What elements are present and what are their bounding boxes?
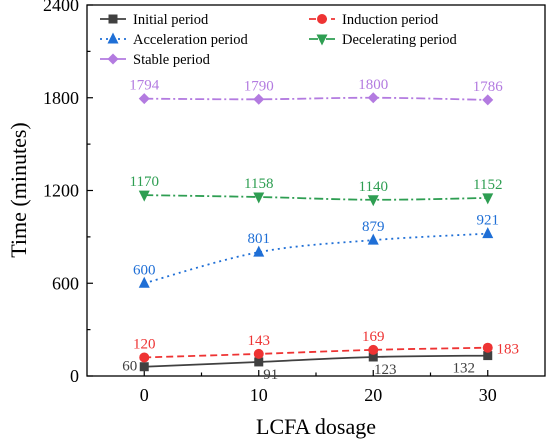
data-label: 1794 xyxy=(129,78,160,94)
series-acceleration-period: 600 801 879 921 xyxy=(133,213,499,288)
data-label: 1790 xyxy=(244,78,274,94)
data-label: 1800 xyxy=(358,77,388,93)
legend-swatch-marker xyxy=(317,14,327,24)
data-point xyxy=(253,348,264,359)
data-label: 1152 xyxy=(473,177,502,193)
data-label: 1170 xyxy=(130,174,159,190)
data-label: 600 xyxy=(133,262,156,278)
data-point xyxy=(482,342,493,353)
legend-label: Induction period xyxy=(342,12,439,28)
y-tick-label: 0 xyxy=(70,366,79,386)
legend-label: Decelerating period xyxy=(342,32,457,48)
data-point xyxy=(253,93,265,105)
legend-item-initial-period: Initial period xyxy=(100,12,209,28)
legend-label: Acceleration period xyxy=(133,32,248,48)
data-point xyxy=(253,245,265,257)
x-axis: 0 10 20 30 xyxy=(140,370,497,405)
data-point xyxy=(138,190,150,202)
legend-label: Stable period xyxy=(133,52,211,68)
data-point xyxy=(367,233,379,245)
data-point xyxy=(368,344,379,355)
data-label: 91 xyxy=(263,367,278,383)
x-tick-label: 10 xyxy=(250,385,268,405)
series-induction-period: 120 143 169 183 xyxy=(133,329,519,363)
legend-swatch-marker xyxy=(316,34,328,46)
y-tick-label: 600 xyxy=(52,273,79,293)
legend-label: Initial period xyxy=(133,12,209,28)
y-tick-label: 1800 xyxy=(43,88,79,108)
data-point xyxy=(139,362,149,372)
legend-swatch-marker xyxy=(108,14,118,24)
legend-swatch-marker xyxy=(107,53,119,65)
data-point xyxy=(254,357,264,367)
x-tick-label: 30 xyxy=(479,385,497,405)
data-label: 879 xyxy=(362,219,385,235)
legend: Initial period Induction period Accelerati… xyxy=(100,12,457,68)
x-tick-label: 0 xyxy=(140,385,149,405)
x-tick-label: 20 xyxy=(364,385,382,405)
data-point xyxy=(138,276,150,288)
data-point xyxy=(253,192,265,204)
legend-item-decelerating-period: Decelerating period xyxy=(309,32,457,48)
data-label: 183 xyxy=(497,342,520,358)
y-tick-label: 2400 xyxy=(43,0,79,15)
series-line xyxy=(144,232,488,285)
series-line xyxy=(144,354,488,368)
legend-swatch-marker xyxy=(107,32,119,44)
data-label: 169 xyxy=(362,329,385,345)
data-label: 801 xyxy=(248,231,271,247)
series-line xyxy=(144,96,488,101)
y-axis: 0 600 1200 1800 2400 xyxy=(43,0,93,386)
data-point xyxy=(482,94,494,106)
data-label: 120 xyxy=(133,336,156,352)
data-label: 60 xyxy=(122,359,137,375)
data-point xyxy=(368,352,378,362)
data-label: 1786 xyxy=(473,79,504,95)
data-label: 1140 xyxy=(359,179,388,195)
data-point xyxy=(138,93,150,105)
x-axis-label: LCFA dosage xyxy=(256,414,376,439)
data-point xyxy=(482,227,494,239)
series-line xyxy=(144,346,488,359)
legend-item-stable-period: Stable period xyxy=(100,52,211,68)
legend-item-induction-period: Induction period xyxy=(309,12,439,28)
data-point xyxy=(482,193,494,205)
series-decelerating-period: 1170 1158 1140 1152 xyxy=(130,174,502,207)
data-label: 123 xyxy=(374,362,397,378)
data-label: 921 xyxy=(477,213,500,229)
legend-item-acceleration-period: Acceleration period xyxy=(100,32,248,48)
data-label: 1158 xyxy=(244,176,273,192)
data-point xyxy=(367,92,379,104)
data-label: 143 xyxy=(248,333,271,349)
series-stable-period: 1794 1790 1800 1786 xyxy=(129,77,503,106)
series-line xyxy=(144,194,488,201)
y-axis-label: Time (minutes) xyxy=(6,122,31,257)
series-initial-period: 60 91 123 132 xyxy=(122,351,493,383)
data-point xyxy=(483,351,493,361)
data-label: 132 xyxy=(453,361,476,377)
data-point xyxy=(139,352,150,363)
y-tick-label: 1200 xyxy=(43,181,79,201)
data-point xyxy=(367,195,379,207)
